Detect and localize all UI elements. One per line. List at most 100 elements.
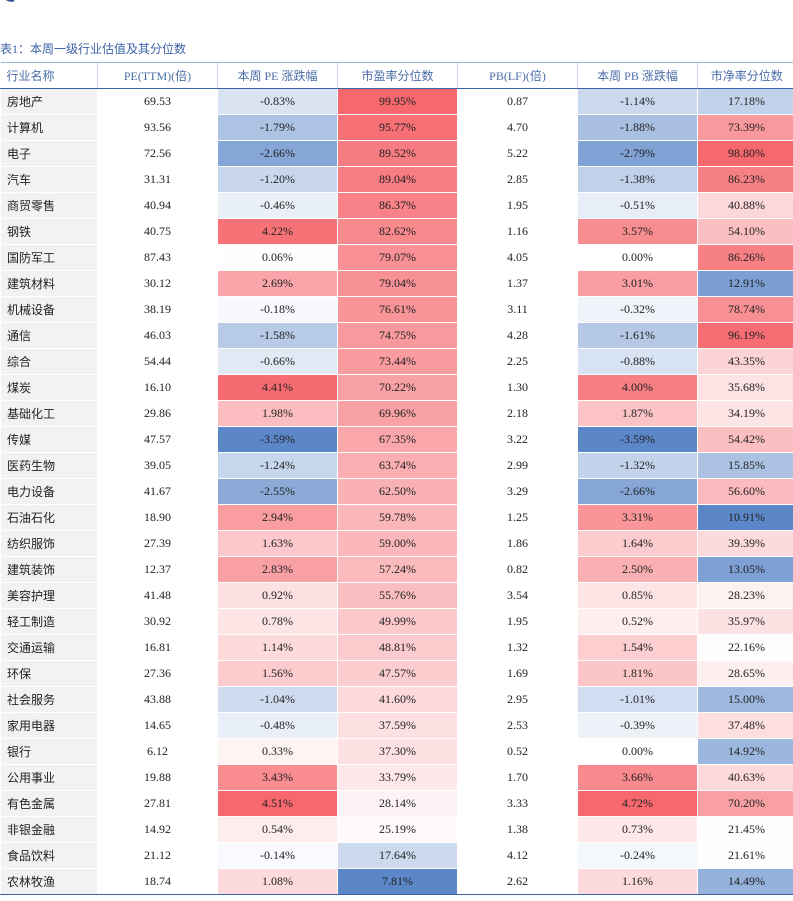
table-cell: 34.19%	[697, 400, 793, 427]
table-cell: -2.66%	[577, 478, 698, 505]
table-cell: 35.68%	[697, 374, 793, 401]
table-row: 纺织服饰 27.39 1.63% 59.00% 1.86 1.64% 39.39%	[0, 530, 793, 557]
table-row: 社会服务 43.88 -1.04% 41.60% 2.95 -1.01% 15.00%	[0, 686, 793, 713]
table-cell: 37.48%	[697, 712, 793, 739]
table-row: 建筑装饰 12.37 2.83% 57.24% 0.82 2.50% 13.05%	[0, 556, 793, 583]
table-cell: -1.38%	[577, 166, 698, 193]
table-cell: 14.92	[97, 816, 218, 843]
table-cell: 2.85	[457, 166, 578, 193]
table-cell: 0.52%	[577, 608, 698, 635]
column-header: PE(TTM)(倍)	[97, 62, 218, 89]
table-cell: 1.14%	[217, 634, 338, 661]
table-cell: 1.95	[457, 608, 578, 635]
industry-name: 电力设备	[0, 478, 98, 505]
industry-name: 美容护理	[0, 582, 98, 609]
table-cell: 4.51%	[217, 790, 338, 817]
table-cell: 3.11	[457, 296, 578, 323]
table-row: 国防军工 87.43 0.06% 79.07% 4.05 0.00% 86.26%	[0, 244, 793, 271]
table-row: 有色金属 27.81 4.51% 28.14% 3.33 4.72% 70.20%	[0, 790, 793, 817]
table-cell: 3.33	[457, 790, 578, 817]
table-cell: 1.95	[457, 192, 578, 219]
table-cell: 28.14%	[337, 790, 458, 817]
table-cell: 2.62	[457, 868, 578, 895]
industry-name: 食品饮料	[0, 842, 98, 869]
logo-fragment	[5, 0, 15, 2]
table-cell: 37.30%	[337, 738, 458, 765]
table-row: 传媒 47.57 -3.59% 67.35% 3.22 -3.59% 54.42%	[0, 426, 793, 453]
table-cell: -0.46%	[217, 192, 338, 219]
table-cell: -1.01%	[577, 686, 698, 713]
table-row: 非银金融 14.92 0.54% 25.19% 1.38 0.73% 21.45%	[0, 816, 793, 843]
table-cell: 1.25	[457, 504, 578, 531]
table-cell: 19.88	[97, 764, 218, 791]
industry-name: 传媒	[0, 426, 98, 453]
industry-name: 计算机	[0, 114, 98, 141]
table-cell: 15.85%	[697, 452, 793, 479]
industry-name: 农林牧渔	[0, 868, 98, 895]
table-cell: -2.66%	[217, 140, 338, 167]
table-cell: 70.22%	[337, 374, 458, 401]
table-cell: 1.30	[457, 374, 578, 401]
column-header: 市盈率分位数	[337, 62, 458, 89]
table-cell: 1.69	[457, 660, 578, 687]
table-cell: 41.60%	[337, 686, 458, 713]
table-cell: 35.97%	[697, 608, 793, 635]
industry-name: 煤炭	[0, 374, 98, 401]
table-cell: 17.18%	[697, 88, 793, 115]
table-cell: -0.39%	[577, 712, 698, 739]
table-row: 煤炭 16.10 4.41% 70.22% 1.30 4.00% 35.68%	[0, 374, 793, 401]
industry-name: 纺织服饰	[0, 530, 98, 557]
table-cell: 55.76%	[337, 582, 458, 609]
table-cell: 10.91%	[697, 504, 793, 531]
industry-name: 钢铁	[0, 218, 98, 245]
table-row: 公用事业 19.88 3.43% 33.79% 1.70 3.66% 40.63%	[0, 764, 793, 791]
table-cell: -1.20%	[217, 166, 338, 193]
table-cell: -0.83%	[217, 88, 338, 115]
table-cell: 39.05	[97, 452, 218, 479]
table-cell: 98.80%	[697, 140, 793, 167]
column-header: 行业名称	[0, 62, 98, 89]
table-cell: -0.18%	[217, 296, 338, 323]
table-cell: 21.12	[97, 842, 218, 869]
table-cell: 1.16	[457, 218, 578, 245]
table-row: 医药生物 39.05 -1.24% 63.74% 2.99 -1.32% 15.85%	[0, 452, 793, 479]
table-cell: 56.60%	[697, 478, 793, 505]
table-cell: 73.44%	[337, 348, 458, 375]
table-cell: 7.81%	[337, 868, 458, 895]
table-row: 环保 27.36 1.56% 47.57% 1.69 1.81% 28.65%	[0, 660, 793, 687]
table-cell: 13.05%	[697, 556, 793, 583]
table-cell: 2.83%	[217, 556, 338, 583]
table-cell: -0.88%	[577, 348, 698, 375]
table-cell: 2.94%	[217, 504, 338, 531]
table-cell: 40.88%	[697, 192, 793, 219]
table-cell: 31.31	[97, 166, 218, 193]
table-cell: 3.43%	[217, 764, 338, 791]
industry-name: 环保	[0, 660, 98, 687]
table-cell: 3.22	[457, 426, 578, 453]
table-cell: 86.26%	[697, 244, 793, 271]
table-cell: -1.58%	[217, 322, 338, 349]
table-cell: 39.39%	[697, 530, 793, 557]
industry-name: 公用事业	[0, 764, 98, 791]
table-cell: 86.37%	[337, 192, 458, 219]
table-cell: 1.38	[457, 816, 578, 843]
table-cell: 82.62%	[337, 218, 458, 245]
table-row: 家用电器 14.65 -0.48% 37.59% 2.53 -0.39% 37.48%	[0, 712, 793, 739]
table-row: 计算机 93.56 -1.79% 95.77% 4.70 -1.88% 73.39%	[0, 114, 793, 141]
industry-name: 银行	[0, 738, 98, 765]
table-cell: 99.95%	[337, 88, 458, 115]
table-cell: 1.16%	[577, 868, 698, 895]
industry-name: 基础化工	[0, 400, 98, 427]
industry-name: 国防军工	[0, 244, 98, 271]
table-cell: 1.37	[457, 270, 578, 297]
industry-name: 电子	[0, 140, 98, 167]
table-cell: 0.54%	[217, 816, 338, 843]
table-cell: 96.19%	[697, 322, 793, 349]
table-row: 钢铁 40.75 4.22% 82.62% 1.16 3.57% 54.10%	[0, 218, 793, 245]
industry-name: 社会服务	[0, 686, 98, 713]
table-cell: -1.79%	[217, 114, 338, 141]
table-cell: 40.94	[97, 192, 218, 219]
table-cell: 47.57	[97, 426, 218, 453]
industry-name: 有色金属	[0, 790, 98, 817]
table-cell: 41.48	[97, 582, 218, 609]
